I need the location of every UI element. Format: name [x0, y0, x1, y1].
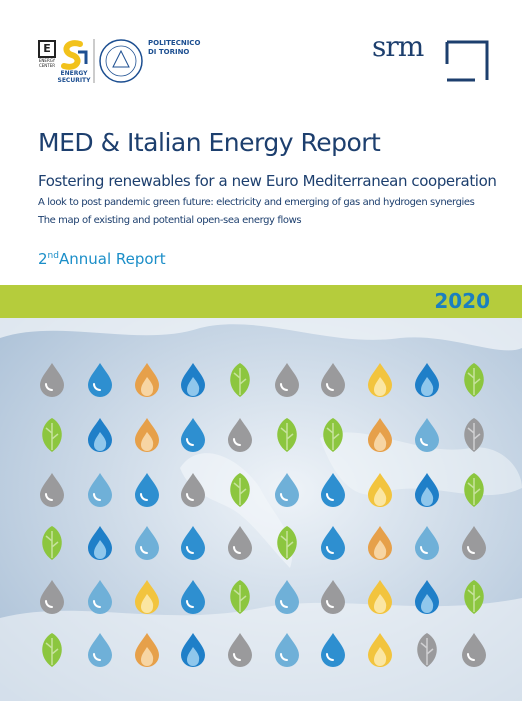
drop-icon: [135, 473, 159, 507]
srm-logo-text: srm: [372, 30, 424, 63]
politecnico-line: DI TORINO: [148, 48, 190, 56]
drop-icon: [415, 526, 439, 560]
drop-icon: [88, 580, 112, 614]
drop-icon: [181, 473, 205, 507]
flame-icon: [135, 418, 159, 452]
title: MED & Italian Energy Report: [38, 128, 381, 157]
politecnico-line: POLITECNICO: [148, 39, 201, 47]
drop-icon: [88, 473, 112, 507]
leaf-icon: [464, 473, 484, 507]
drop-icon: [321, 473, 345, 507]
green-band: [0, 285, 522, 318]
drop-icon: [40, 363, 64, 397]
edition-number: 2: [38, 250, 48, 268]
flame-icon: [368, 526, 392, 560]
flame-icon: [181, 633, 205, 667]
drop-icon: [181, 580, 205, 614]
map-background: [0, 318, 522, 701]
flame-icon: [135, 633, 159, 667]
drop-icon: [321, 633, 345, 667]
flame-icon: [415, 580, 439, 614]
flame-icon: [135, 363, 159, 397]
leaf-icon: [464, 363, 484, 397]
flame-icon: [368, 363, 392, 397]
year: 2020: [434, 289, 490, 313]
description: A look to post pandemic green future: el…: [38, 197, 475, 208]
leaf-icon: [277, 526, 297, 560]
politecnico-seal: [93, 39, 143, 83]
flame-icon: [368, 418, 392, 452]
drop-icon: [462, 526, 486, 560]
flame-icon: [135, 580, 159, 614]
leaf-icon: [464, 418, 484, 452]
drop-icon: [275, 473, 299, 507]
flame-icon: [181, 363, 205, 397]
drop-icon: [275, 580, 299, 614]
politecnico-text: POLITECNICO DI TORINO: [148, 39, 200, 57]
srm-logo-mark: [445, 40, 489, 82]
flame-icon: [88, 418, 112, 452]
energy-security-text: ENERGY SECURITY: [57, 70, 91, 84]
leaf-icon: [42, 418, 62, 452]
flame-icon: [415, 473, 439, 507]
leaf-icon: [277, 418, 297, 452]
flame-icon: [368, 473, 392, 507]
energy-security-mark: [61, 40, 88, 70]
flame-icon: [415, 363, 439, 397]
drop-icon: [40, 580, 64, 614]
leaf-icon: [230, 363, 250, 397]
leaf-icon: [230, 580, 250, 614]
drop-icon: [321, 363, 345, 397]
drop-icon: [88, 633, 112, 667]
edition: 2ndAnnual Report: [38, 250, 166, 268]
leaf-icon: [230, 473, 250, 507]
drop-icon: [415, 418, 439, 452]
flame-icon: [368, 580, 392, 614]
flame-icon: [368, 633, 392, 667]
leaf-icon: [42, 526, 62, 560]
drop-icon: [228, 633, 252, 667]
leaf-icon: [42, 633, 62, 667]
drop-icon: [228, 526, 252, 560]
leaf-icon: [417, 633, 437, 667]
drop-icon: [40, 473, 64, 507]
flame-icon: [88, 526, 112, 560]
energy-center-text: ENERGY CENTER: [38, 58, 56, 68]
edition-text: Annual Report: [58, 250, 166, 268]
drop-icon: [275, 363, 299, 397]
drop-icon: [181, 526, 205, 560]
drop-icon: [275, 633, 299, 667]
drop-icon: [321, 526, 345, 560]
drop-icon: [462, 633, 486, 667]
energy-center-mark: E: [38, 40, 56, 58]
leaf-icon: [464, 580, 484, 614]
drop-icon: [135, 526, 159, 560]
leaf-icon: [323, 418, 343, 452]
drop-icon: [181, 418, 205, 452]
drop-icon: [88, 363, 112, 397]
edition-suffix: nd: [47, 251, 59, 261]
drop-icon: [321, 580, 345, 614]
description: The map of existing and potential open-s…: [38, 215, 302, 226]
subtitle: Fostering renewables for a new Euro Medi…: [38, 172, 497, 190]
drop-icon: [228, 418, 252, 452]
